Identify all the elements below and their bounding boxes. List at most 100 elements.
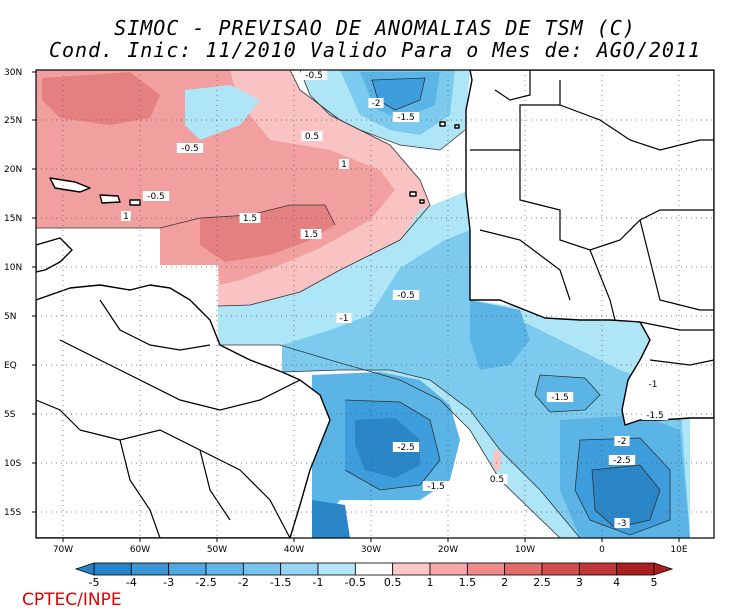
contour-label-bg [339, 159, 349, 169]
contour-label-bg [641, 410, 669, 420]
contour-label: 1 [341, 160, 347, 170]
contour-label: -2 [372, 99, 381, 109]
colorbar-label: 4 [613, 576, 620, 589]
lon-label: 10E [670, 545, 687, 555]
colorbar-segment [242, 562, 282, 576]
colorbar-label: 1.5 [459, 576, 477, 589]
lat-label: 5S [4, 410, 16, 420]
lat-label: 15N [4, 214, 22, 224]
contour-label-bg [608, 455, 636, 465]
contour-label: -2 [618, 437, 627, 447]
lat-label: 10S [4, 459, 21, 469]
lat-lon-grid [36, 70, 714, 538]
map-frame [35, 69, 715, 539]
contour-label-bg [368, 98, 384, 108]
lon-label: 10W [515, 545, 535, 555]
colorbar-segment [280, 562, 319, 576]
lon-label: 0 [599, 545, 605, 555]
lon-label: 20W [438, 545, 458, 555]
central-america [36, 237, 73, 273]
contour-label-bg [239, 213, 261, 223]
lon-label: 50W [207, 545, 227, 555]
colorbar: -5 -4 -3 -2.5 -2 -1.5 -1 -0.5 0.5 1 1.5 2 2.5 3 4 5 [74, 562, 674, 589]
contour-label: -2.5 [397, 443, 415, 453]
colorbar-segment [205, 562, 244, 576]
contour-label-bg [614, 436, 630, 446]
lat-label: 25N [4, 116, 22, 126]
credit-label: CPTEC/INPE [22, 590, 122, 610]
contour-label: 1.5 [304, 230, 318, 240]
colorbar-segment [317, 562, 356, 576]
anomaly-region-pos-1-5 [42, 72, 335, 262]
colorbar-label: -4 [126, 576, 137, 589]
colorbar-segment [466, 562, 506, 576]
colorbar-segment [130, 562, 170, 576]
contour-label: -1.5 [646, 411, 664, 421]
colorbar-segment [429, 562, 468, 576]
contour-label-bg [614, 518, 630, 528]
contour-label: -1.5 [397, 113, 415, 123]
anomaly-region-neg-2 [345, 78, 670, 535]
contour-label-bg [422, 481, 450, 491]
colorbar-label: 0.5 [384, 576, 402, 589]
contour-label-bg [142, 191, 170, 201]
lat-label: 5N [4, 312, 16, 322]
contour-label: -1.5 [427, 482, 445, 492]
colorbar-label: -5 [89, 576, 100, 589]
colorbar-segment [354, 562, 394, 576]
contour-label-bg [176, 143, 204, 153]
colorbar-segment [616, 562, 655, 576]
lat-label: 30N [4, 68, 22, 78]
map-title-line1: SIMOC - PREVISAO DE ANOMALIAS DE TSM (C) [114, 16, 636, 40]
lon-label: 70W [53, 545, 73, 555]
contour-label: 0.5 [305, 132, 319, 142]
contour-label: -1 [340, 314, 349, 324]
contour-label-bg [392, 290, 420, 300]
colorbar-label: -0.5 [345, 576, 366, 589]
colorbar-right-arrow [653, 562, 674, 576]
colorbar-segment [392, 562, 431, 576]
latitude-labels: 30N 25N 20N 15N 10N 5N EQ 5S 10S 15S [4, 68, 36, 518]
colorbar-label: 5 [651, 576, 658, 589]
contour-label: -1 [649, 380, 658, 390]
contour-label: -0.5 [147, 192, 165, 202]
colorbar-segment [93, 562, 132, 576]
contour-label: -2.5 [613, 456, 631, 466]
lat-label: 20N [4, 165, 22, 175]
contour-label-bg [392, 112, 420, 122]
contour-label: 0.5 [490, 475, 504, 485]
contour-label-bg [645, 379, 661, 389]
colorbar-label: 2 [501, 576, 508, 589]
contour-label-bg [546, 392, 574, 402]
colorbar-label: -1.5 [270, 576, 291, 589]
contour-label-bg [336, 313, 352, 323]
colorbar-segment [504, 562, 543, 576]
contour-label-layer: -0.5 -2 -1.5 -0.5 0.5 1 -0.5 1 1.5 1.5 -0.5 -1 -1 -1.… [121, 70, 669, 529]
canary-islands [439, 121, 460, 129]
lon-label: 60W [130, 545, 150, 555]
colorbar-segment [168, 562, 207, 576]
lat-label: 15S [4, 508, 21, 518]
contour-label: 1 [123, 212, 129, 222]
contour-label-bg [486, 474, 508, 484]
contour-label-bg [121, 211, 131, 221]
contour-label-bg [301, 131, 323, 141]
cape-verde [409, 191, 425, 204]
contour-label-bg [392, 442, 420, 452]
lon-label: 30W [361, 545, 381, 555]
map-title-line2: Cond. Inic: 11/2010 Valido Para o Mes de… [48, 38, 702, 62]
lon-label: 40W [284, 545, 304, 555]
colorbar-left-arrow [74, 562, 95, 576]
contour-label-bg [300, 229, 322, 239]
lat-label: EQ [4, 361, 17, 371]
lat-label: 10N [4, 263, 22, 273]
colorbar-segment [541, 562, 580, 576]
contour-label: -3 [618, 519, 627, 529]
contour-label: -0.5 [397, 291, 415, 301]
country-borders [36, 70, 714, 538]
colorbar-label: -2 [238, 576, 249, 589]
contour-label-bg [300, 70, 328, 80]
contour-label: -0.5 [305, 71, 323, 81]
contour-label: 1.5 [243, 214, 257, 224]
anomaly-region-pos-0-5-spot [493, 449, 501, 471]
